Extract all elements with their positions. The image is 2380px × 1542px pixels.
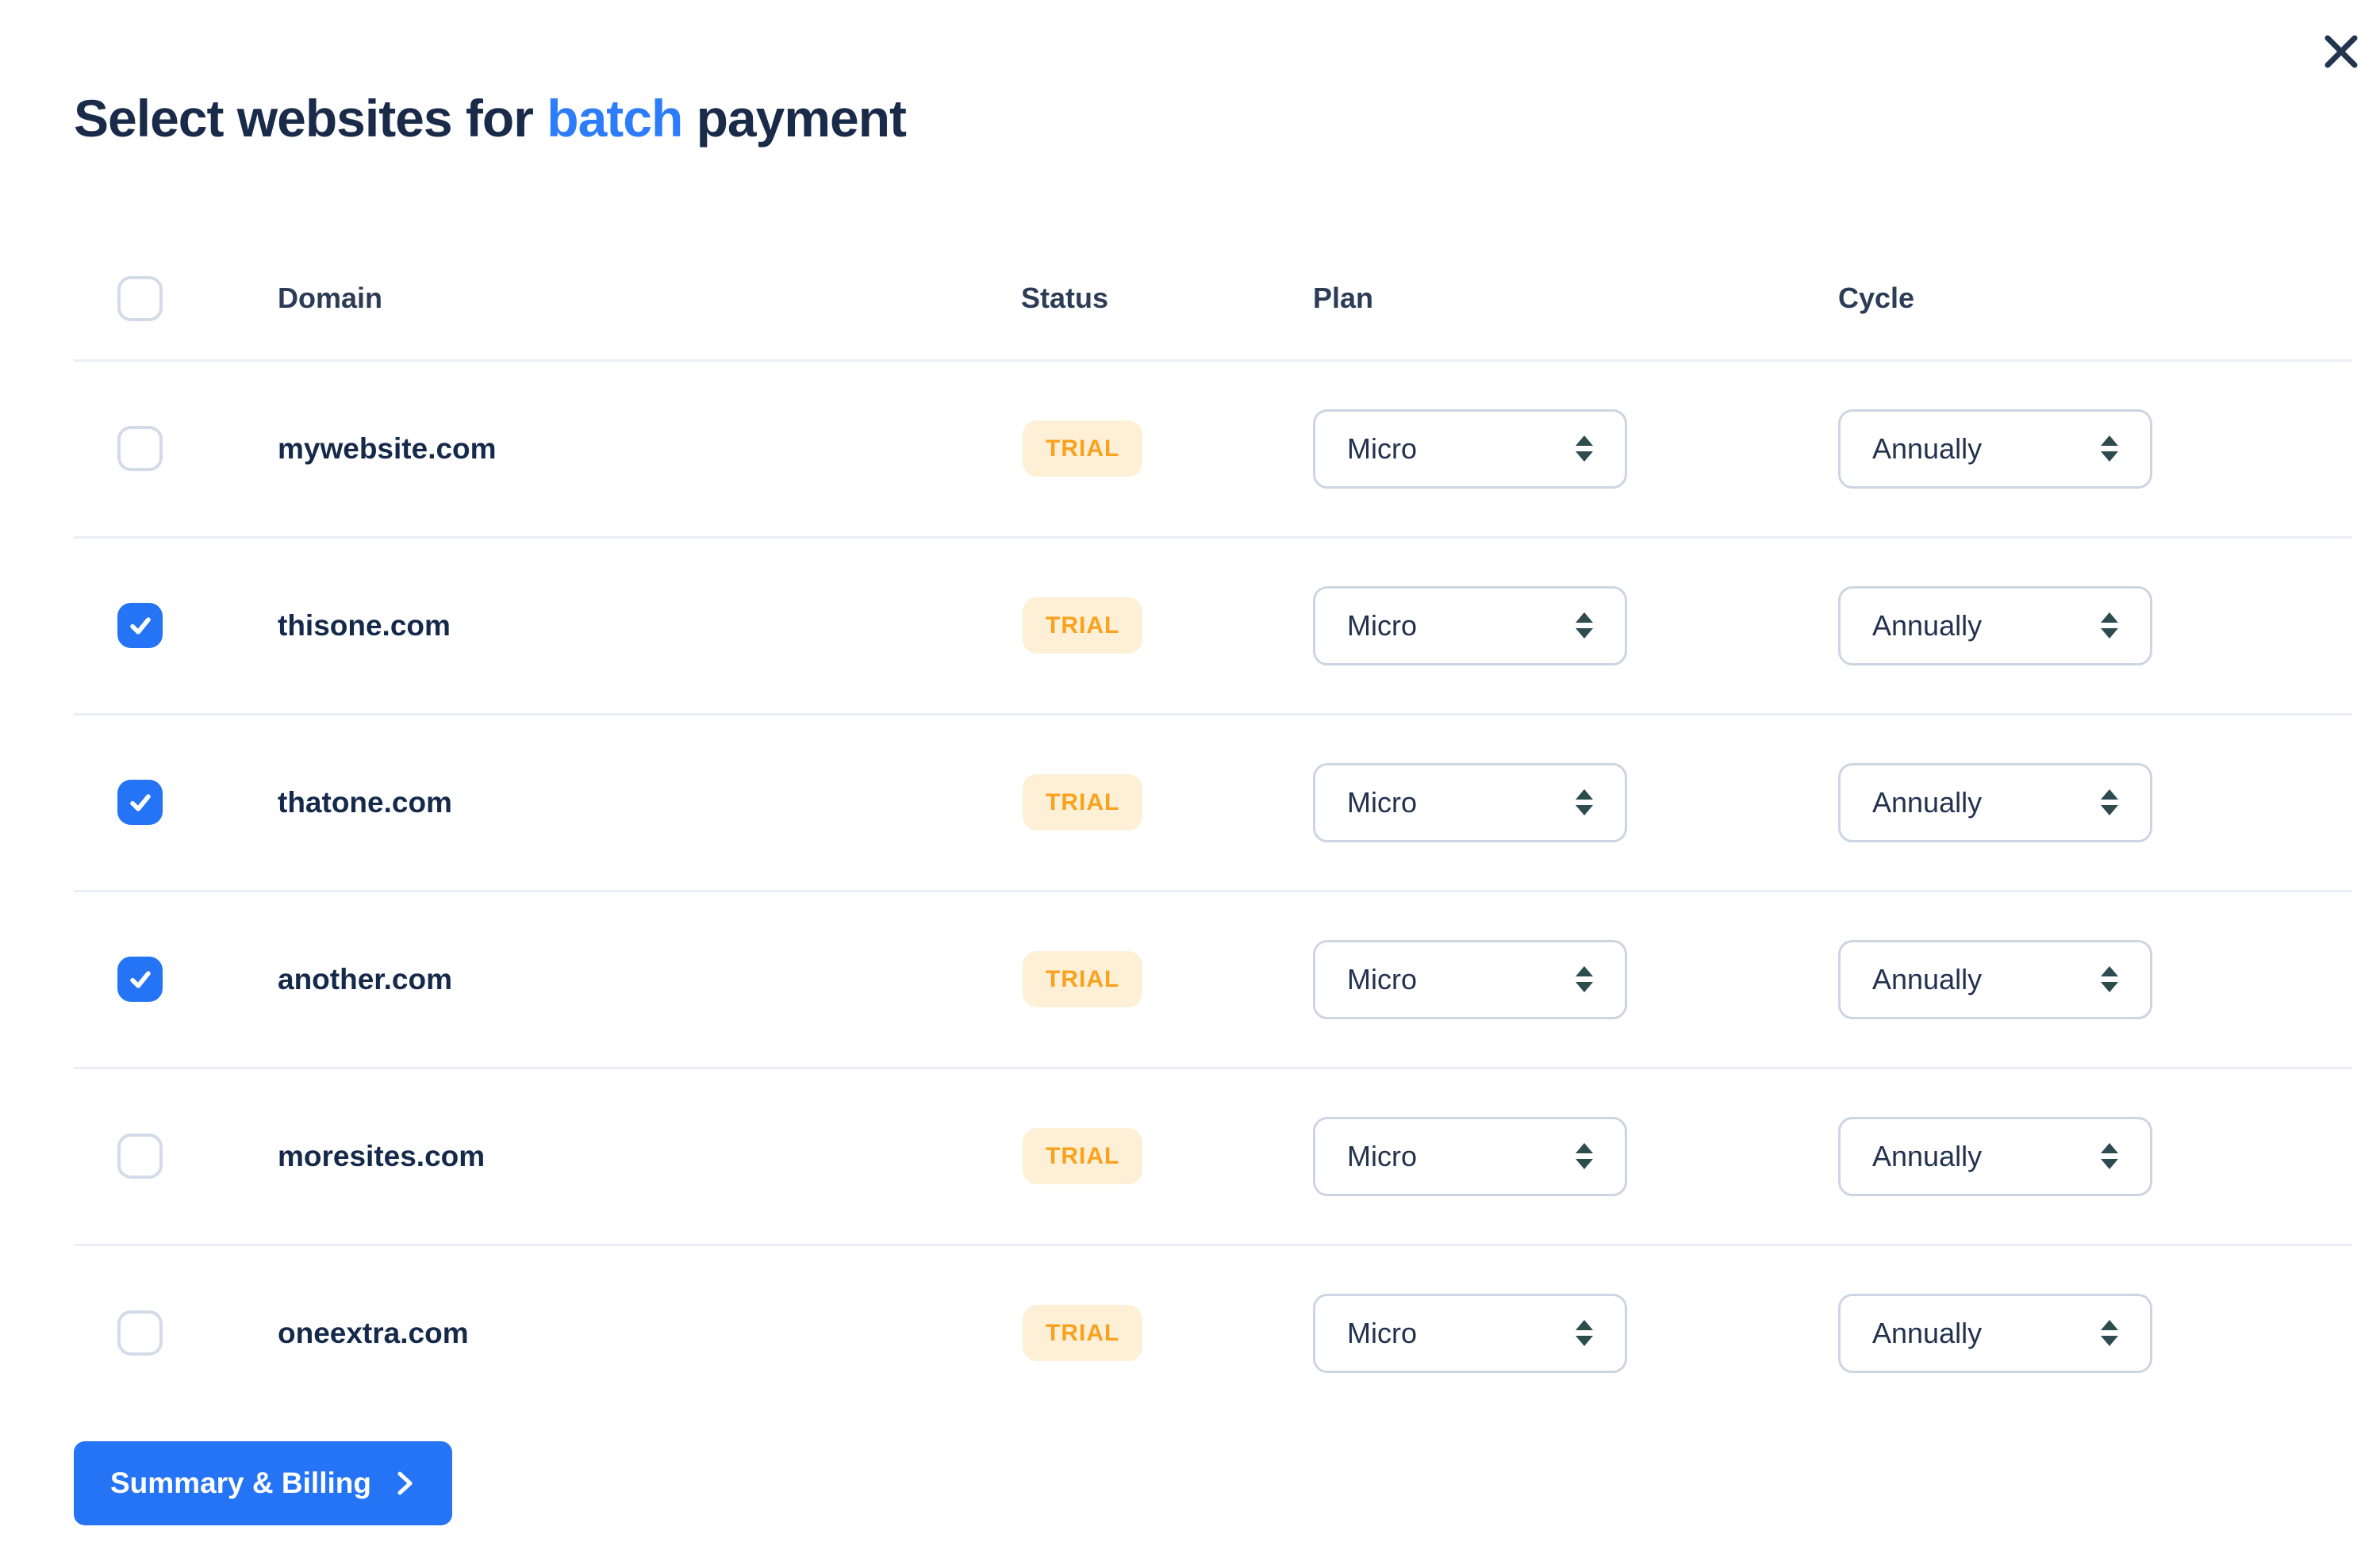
status-badge: TRIAL (1023, 1128, 1143, 1185)
domain-label: oneextra.com (278, 1316, 469, 1349)
table-header-row: Domain Status Plan Cycle (74, 238, 2352, 362)
domain-label: moresites.com (278, 1139, 486, 1172)
plan-select[interactable]: Micro (1313, 939, 1627, 1019)
table-row: thisone.com TRIAL Micro Annually (74, 539, 2352, 715)
select-arrows-icon (1576, 435, 1593, 462)
check-icon (129, 794, 151, 811)
table-row: moresites.com TRIAL Micro Annually (74, 1069, 2352, 1246)
cycle-select-value: Annually (1872, 785, 1983, 819)
title-suffix: payment (682, 89, 907, 148)
column-header-domain: Domain (278, 282, 383, 315)
close-button[interactable] (2313, 24, 2369, 79)
cycle-select[interactable]: Annually (1838, 1293, 2152, 1373)
row-cell-checkbox (74, 603, 278, 649)
modal-footer: Summary & Billing (74, 1440, 2352, 1525)
plan-select[interactable]: Micro (1313, 1116, 1627, 1196)
select-arrows-icon (2101, 612, 2118, 639)
cycle-select-value: Annually (1872, 608, 1983, 642)
select-arrows-icon (1576, 612, 1593, 639)
chevron-right-icon (397, 1471, 413, 1495)
row-cell-checkbox (74, 957, 278, 1003)
plan-select[interactable]: Micro (1313, 762, 1627, 842)
status-badge: TRIAL (1023, 1305, 1143, 1362)
plan-select-value: Micro (1347, 432, 1417, 465)
domain-label: thatone.com (278, 785, 452, 819)
select-arrows-icon (2101, 966, 2118, 993)
row-checkbox[interactable] (117, 780, 163, 826)
cycle-select[interactable]: Annually (1838, 939, 2152, 1019)
cycle-select[interactable]: Annually (1838, 409, 2152, 489)
row-cell-checkbox (74, 780, 278, 826)
select-arrows-icon (2101, 435, 2118, 462)
select-all-checkbox[interactable] (117, 275, 163, 321)
cycle-select-value: Annually (1872, 962, 1983, 995)
domain-label: another.com (278, 962, 452, 995)
title-highlight: batch (547, 89, 683, 148)
table-row: another.com TRIAL Micro Annually (74, 892, 2352, 1069)
select-arrows-icon (1576, 789, 1593, 816)
cycle-select[interactable]: Annually (1838, 1116, 2152, 1196)
row-checkbox[interactable] (117, 603, 163, 649)
status-badge: TRIAL (1023, 774, 1143, 831)
plan-select-value: Micro (1347, 1139, 1417, 1172)
plan-select-value: Micro (1347, 785, 1417, 819)
check-icon (129, 617, 151, 635)
row-cell-checkbox (74, 1310, 278, 1356)
select-arrows-icon (1576, 1320, 1593, 1347)
cycle-select-value: Annually (1872, 1316, 1983, 1349)
column-header-status: Status (1021, 282, 1109, 315)
status-badge: TRIAL (1023, 951, 1143, 1008)
domain-label: thisone.com (278, 608, 451, 642)
status-badge: TRIAL (1023, 597, 1143, 654)
column-header-plan: Plan (1313, 282, 1374, 315)
domain-label: mywebsite.com (278, 432, 497, 465)
plan-select[interactable]: Micro (1313, 409, 1627, 489)
cycle-select[interactable]: Annually (1838, 762, 2152, 842)
table-row: mywebsite.com TRIAL Micro Annually (74, 362, 2352, 539)
plan-select-value: Micro (1347, 608, 1417, 642)
websites-table: Domain Status Plan Cycle mywebsite.com T… (74, 238, 2352, 1421)
cycle-select-value: Annually (1872, 432, 1983, 465)
summary-billing-button[interactable]: Summary & Billing (74, 1440, 452, 1525)
close-icon (2324, 35, 2358, 68)
select-arrows-icon (1576, 1143, 1593, 1170)
row-cell-checkbox (74, 1133, 278, 1180)
cycle-select[interactable]: Annually (1838, 585, 2152, 666)
row-checkbox[interactable] (117, 1310, 163, 1356)
modal-title: Select websites for batch payment (74, 0, 2352, 149)
plan-select[interactable]: Micro (1313, 585, 1627, 666)
row-cell-checkbox (74, 426, 278, 472)
plan-select-value: Micro (1347, 962, 1417, 995)
select-arrows-icon (2101, 1320, 2118, 1347)
table-body: mywebsite.com TRIAL Micro Annually thiso… (74, 362, 2352, 1421)
plan-select-value: Micro (1347, 1316, 1417, 1349)
check-icon (129, 971, 151, 988)
table-row: oneextra.com TRIAL Micro Annually (74, 1246, 2352, 1421)
table-row: thatone.com TRIAL Micro Annually (74, 715, 2352, 892)
select-arrows-icon (1576, 966, 1593, 993)
status-badge: TRIAL (1023, 420, 1143, 478)
row-checkbox[interactable] (117, 957, 163, 1003)
title-prefix: Select websites for (74, 89, 547, 148)
row-checkbox[interactable] (117, 426, 163, 472)
cycle-select-value: Annually (1872, 1139, 1983, 1172)
plan-select[interactable]: Micro (1313, 1293, 1627, 1373)
header-cell-checkbox (74, 275, 278, 321)
column-header-cycle: Cycle (1838, 282, 1915, 315)
summary-billing-label: Summary & Billing (110, 1466, 371, 1499)
select-arrows-icon (2101, 789, 2118, 816)
select-arrows-icon (2101, 1143, 2118, 1170)
row-checkbox[interactable] (117, 1133, 163, 1180)
